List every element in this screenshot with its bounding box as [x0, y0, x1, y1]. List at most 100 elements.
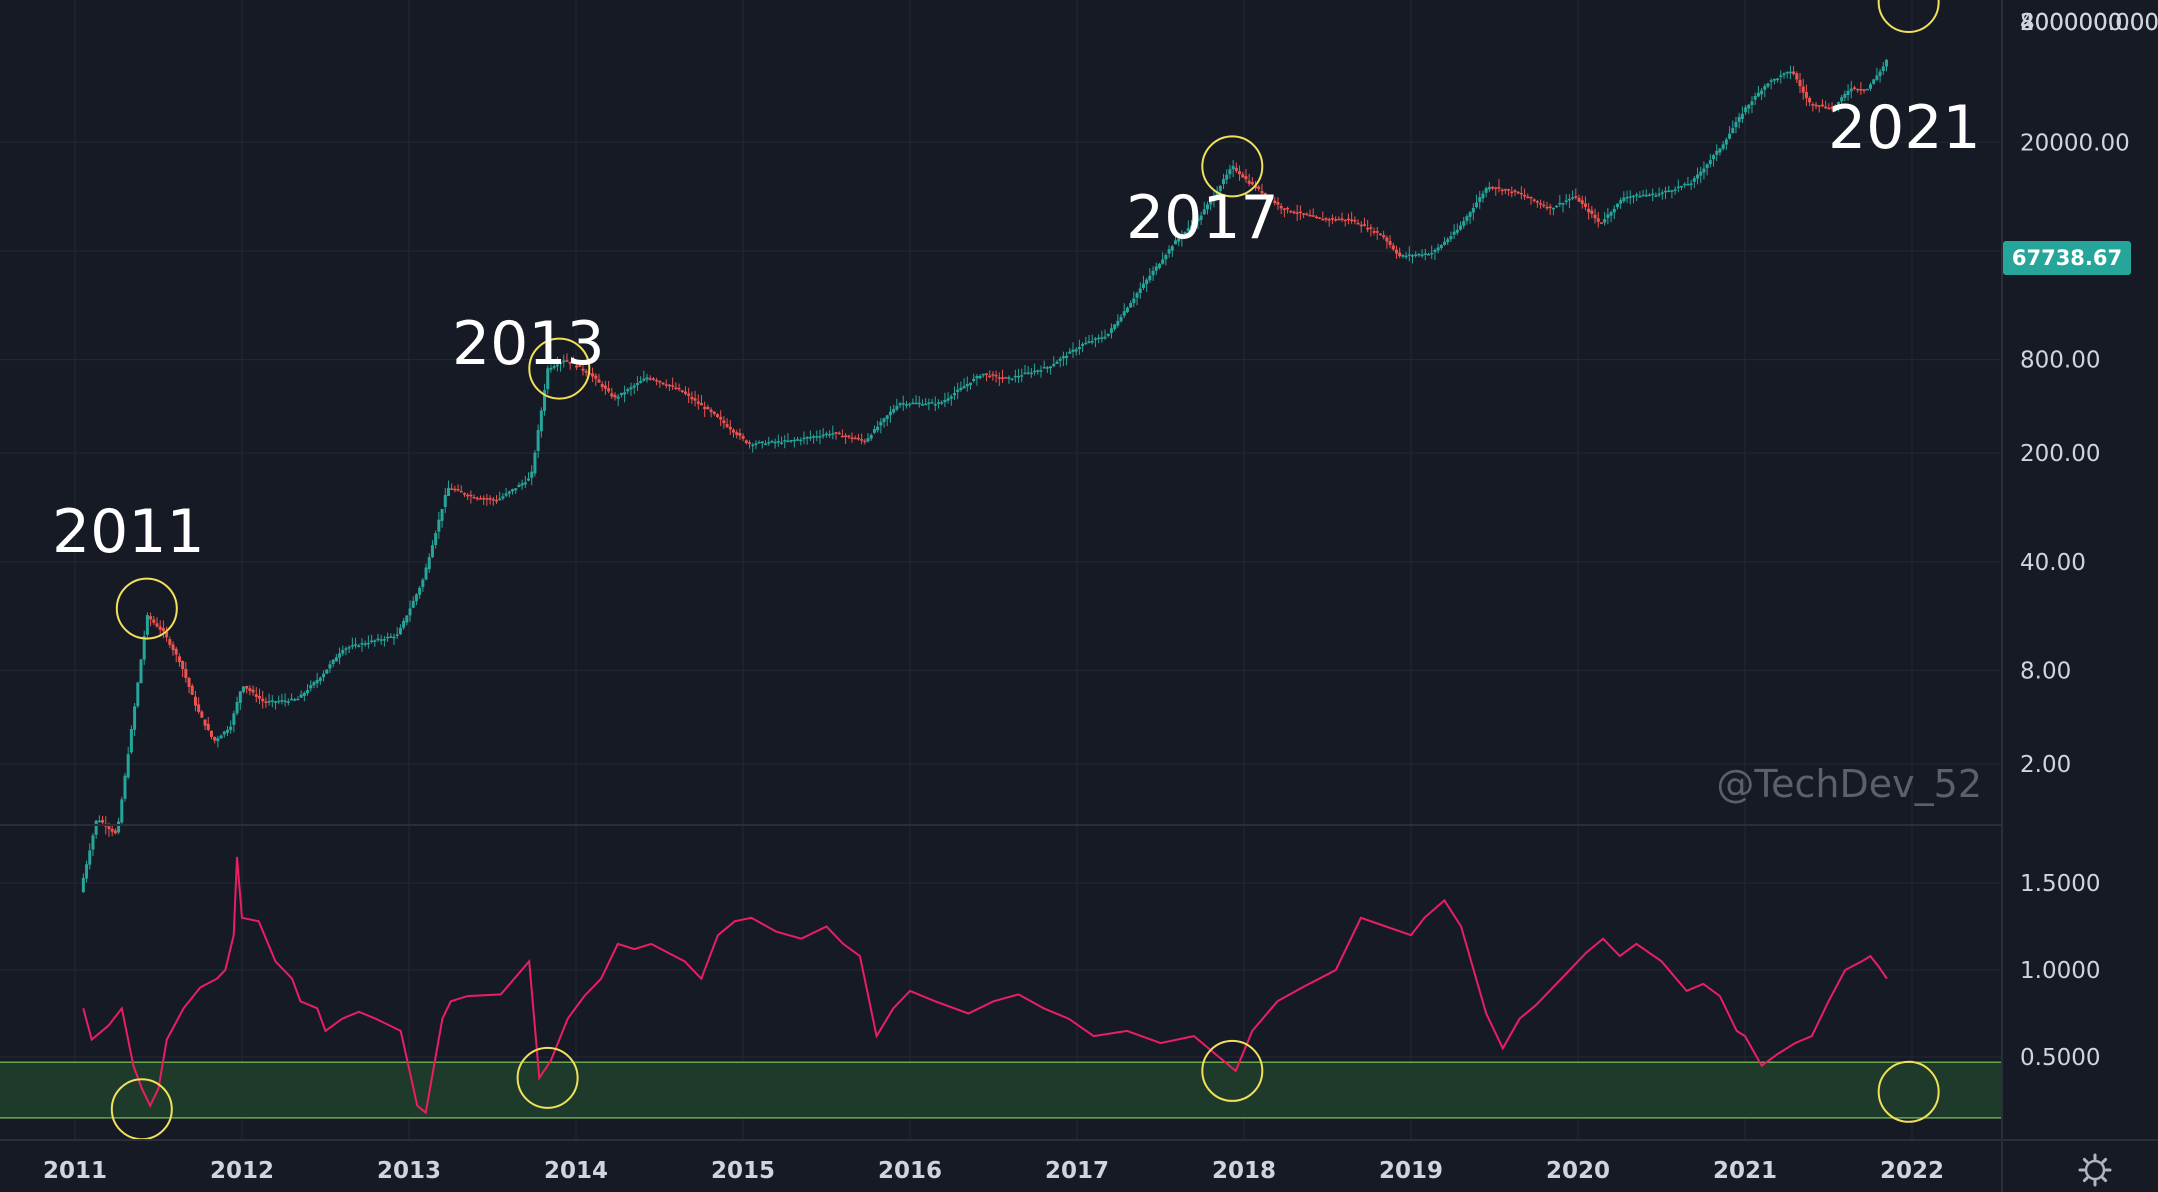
candle-body	[1327, 219, 1331, 221]
candle-body	[1494, 187, 1498, 190]
candle-body	[1766, 83, 1770, 87]
candle-body	[405, 615, 409, 623]
candle-body	[565, 360, 569, 362]
candle-body	[1641, 194, 1645, 197]
candle-body	[1372, 231, 1376, 233]
candle-body	[1286, 207, 1290, 210]
candle-body	[1696, 174, 1700, 179]
candle-body	[674, 387, 678, 390]
candle-body	[1542, 204, 1546, 207]
candle-body	[610, 393, 614, 397]
candle-body	[1619, 200, 1623, 204]
candle-body	[1202, 209, 1206, 215]
candle-body	[1129, 302, 1133, 308]
current-price-tag[interactable]: 67738.67	[2003, 241, 2131, 275]
candle-body	[360, 643, 364, 645]
candle-body	[110, 828, 114, 832]
gear-icon[interactable]	[2078, 1153, 2112, 1187]
time-tick-label: 2019	[1379, 1158, 1443, 1184]
candle-body	[1523, 194, 1527, 197]
candle-body	[325, 669, 329, 674]
candle-body	[434, 533, 438, 546]
candle-body	[1180, 235, 1184, 240]
candle-body	[511, 489, 515, 492]
candle-body	[1087, 341, 1091, 343]
candle-body	[126, 754, 130, 778]
candle-body	[1500, 189, 1504, 192]
candle-body	[623, 392, 627, 395]
price-top-circle	[1877, 0, 1940, 33]
candle-body	[514, 488, 518, 491]
time-tick-label: 2011	[43, 1158, 107, 1184]
candle-body	[1183, 232, 1187, 236]
candle-body	[1683, 183, 1687, 186]
candle-body	[1670, 190, 1674, 192]
candle-body	[1660, 192, 1664, 194]
candle-body	[1625, 196, 1629, 199]
candle-body	[1571, 197, 1575, 199]
candle-body	[828, 434, 832, 436]
candle-body	[555, 364, 559, 367]
candle-body	[1804, 91, 1808, 99]
candle-body	[1587, 208, 1591, 213]
candle-body	[507, 491, 511, 494]
candle-body	[485, 498, 489, 500]
candle-body	[940, 402, 944, 404]
candle-body	[1875, 75, 1879, 80]
candle-body	[757, 442, 761, 444]
candle-body	[952, 393, 956, 396]
candle-body	[389, 636, 393, 638]
time-tick-label: 2022	[1880, 1158, 1944, 1184]
candle-body	[1596, 218, 1600, 222]
candle-body	[1404, 255, 1408, 258]
candle-body	[1388, 241, 1392, 245]
current-price-tag-bg	[2003, 241, 2131, 275]
candle-body	[504, 493, 508, 496]
candle-body	[1346, 218, 1350, 221]
candle-body	[1836, 102, 1840, 107]
candle-body	[1026, 372, 1030, 374]
candle-body	[1849, 88, 1853, 92]
candle-body	[536, 430, 540, 451]
candle-body	[1337, 218, 1341, 221]
candle-body	[91, 835, 95, 850]
candle-body	[1228, 169, 1232, 175]
candle-body	[1510, 191, 1514, 194]
candle-body	[1577, 198, 1581, 202]
candle-body	[722, 420, 726, 424]
grid-lines	[0, 0, 2002, 1140]
candle-body	[1734, 122, 1738, 128]
candle-body	[812, 436, 816, 438]
candle-body	[1238, 171, 1242, 175]
candle-body	[1491, 186, 1495, 189]
candle-body	[696, 401, 700, 404]
candle-body	[1465, 216, 1469, 221]
candle-body	[306, 689, 310, 694]
candle-body	[363, 643, 367, 645]
candle-body	[1113, 324, 1117, 329]
candle-body	[613, 394, 617, 398]
candle-body	[879, 421, 883, 426]
candle-body	[155, 623, 159, 627]
candle-body	[629, 387, 633, 390]
candle-body	[267, 701, 271, 703]
candle-body	[1109, 328, 1113, 333]
candle-body	[1222, 179, 1226, 184]
candle-body	[466, 494, 470, 497]
candle-body	[1430, 252, 1434, 255]
oscillator-tick-label: 0.5000	[2020, 1045, 2100, 1071]
candle-body	[1308, 214, 1312, 217]
candle-body	[171, 644, 175, 651]
candle-body	[1756, 92, 1760, 97]
candle-body	[1061, 356, 1065, 359]
candle-body	[1539, 203, 1543, 205]
candle-body	[1279, 205, 1283, 209]
candle-body	[446, 487, 450, 497]
candle-body	[1385, 237, 1389, 242]
candle-body	[1058, 358, 1062, 361]
candle-body	[1702, 168, 1706, 173]
candle-body	[1161, 259, 1165, 264]
candle-body	[744, 440, 748, 444]
candle-body	[1708, 160, 1712, 165]
